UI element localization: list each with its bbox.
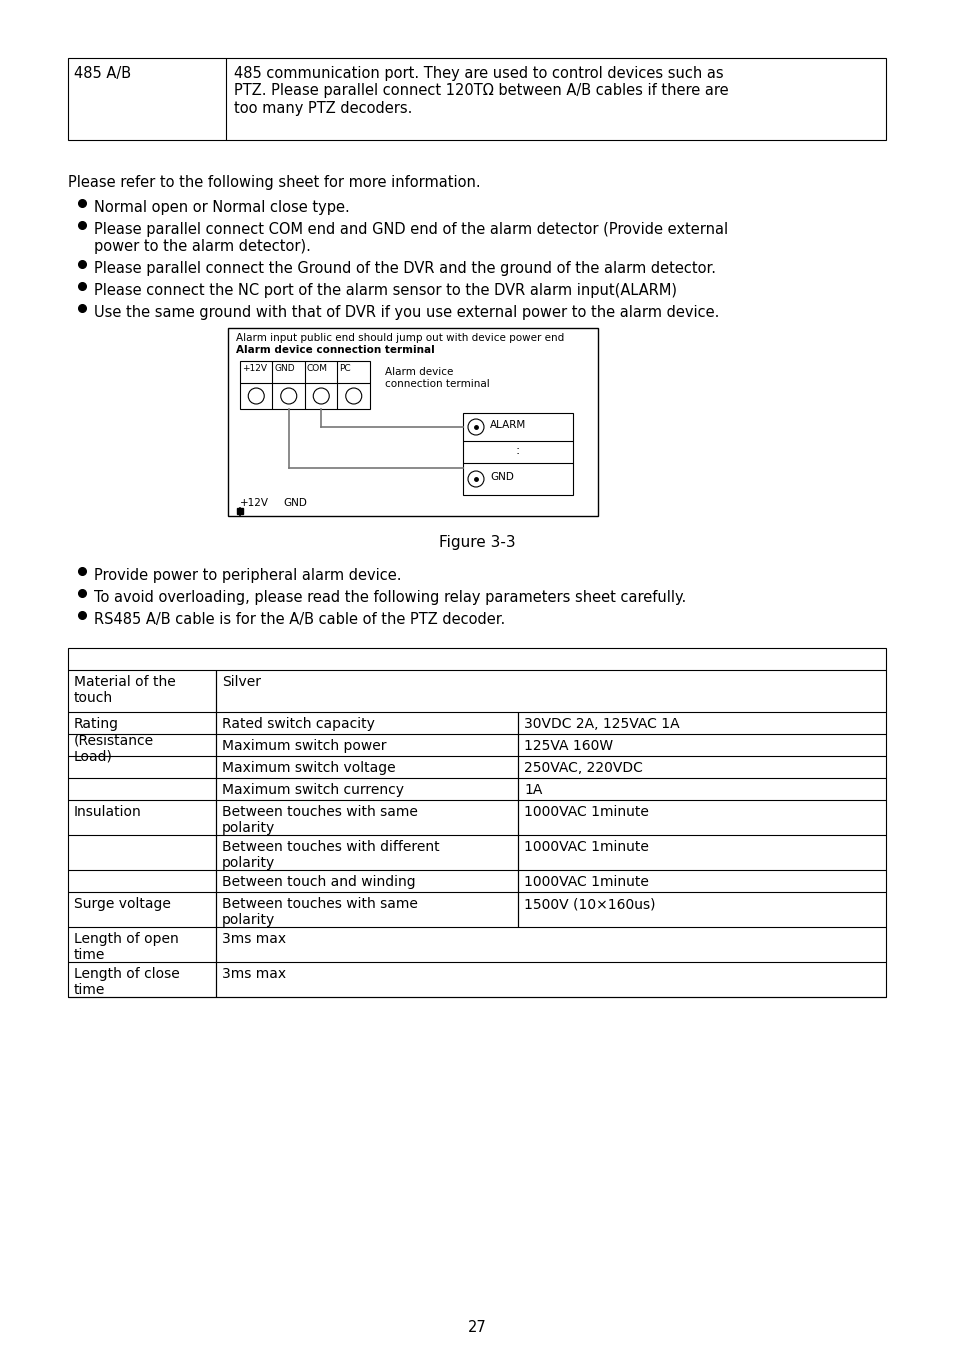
Bar — [68, 58, 885, 140]
Text: :: : — [516, 444, 519, 458]
Text: Alarm device: Alarm device — [385, 367, 453, 377]
Text: 1000VAC 1minute: 1000VAC 1minute — [523, 875, 648, 890]
Text: COM: COM — [307, 364, 328, 373]
Text: GND: GND — [283, 498, 307, 508]
Text: To avoid overloading, please read the following relay parameters sheet carefully: To avoid overloading, please read the fo… — [94, 590, 685, 605]
Text: ALARM: ALARM — [490, 420, 526, 431]
Text: Alarm device connection terminal: Alarm device connection terminal — [235, 346, 435, 355]
Text: 250VAC, 220VDC: 250VAC, 220VDC — [523, 761, 642, 775]
Text: 30VDC 2A, 125VAC 1A: 30VDC 2A, 125VAC 1A — [523, 717, 679, 730]
Bar — [240, 360, 370, 409]
Bar — [462, 413, 573, 495]
Text: Figure 3-3: Figure 3-3 — [438, 535, 515, 549]
Text: Rating
(Resistance
Load): Rating (Resistance Load) — [74, 717, 154, 763]
Text: Silver: Silver — [222, 675, 261, 688]
Text: Length of close
time: Length of close time — [74, 967, 179, 998]
Text: connection terminal: connection terminal — [385, 379, 489, 389]
Text: Use the same ground with that of DVR if you use external power to the alarm devi: Use the same ground with that of DVR if … — [94, 305, 719, 320]
Text: 485 communication port. They are used to control devices such as
PTZ. Please par: 485 communication port. They are used to… — [233, 66, 728, 116]
Bar — [68, 648, 885, 998]
Text: Between touches with same
polarity: Between touches with same polarity — [222, 896, 417, 927]
Text: Maximum switch voltage: Maximum switch voltage — [222, 761, 395, 775]
Text: GND: GND — [274, 364, 294, 373]
Text: 1A: 1A — [523, 783, 542, 796]
Text: Please refer to the following sheet for more information.: Please refer to the following sheet for … — [68, 176, 480, 190]
Text: Please connect the NC port of the alarm sensor to the DVR alarm input(ALARM): Please connect the NC port of the alarm … — [94, 284, 677, 298]
Text: Please parallel connect COM end and GND end of the alarm detector (Provide exter: Please parallel connect COM end and GND … — [94, 221, 727, 238]
Text: Between touches with different
polarity: Between touches with different polarity — [222, 840, 439, 871]
Text: 3ms max: 3ms max — [222, 967, 286, 981]
Text: power to the alarm detector).: power to the alarm detector). — [94, 239, 311, 254]
Text: RS485 A/B cable is for the A/B cable of the PTZ decoder.: RS485 A/B cable is for the A/B cable of … — [94, 612, 505, 626]
Text: +12V: +12V — [240, 498, 269, 508]
Text: Maximum switch currency: Maximum switch currency — [222, 783, 403, 796]
Text: 485 A/B: 485 A/B — [74, 66, 131, 81]
Text: Rated switch capacity: Rated switch capacity — [222, 717, 375, 730]
Text: Normal open or Normal close type.: Normal open or Normal close type. — [94, 200, 350, 215]
Text: 27: 27 — [467, 1320, 486, 1335]
Text: Between touches with same
polarity: Between touches with same polarity — [222, 805, 417, 836]
Text: Please parallel connect the Ground of the DVR and the ground of the alarm detect: Please parallel connect the Ground of th… — [94, 261, 716, 275]
Text: Between touch and winding: Between touch and winding — [222, 875, 416, 890]
Text: 125VA 160W: 125VA 160W — [523, 738, 613, 753]
Text: PC: PC — [339, 364, 351, 373]
Bar — [228, 328, 598, 516]
Text: +12V: +12V — [242, 364, 267, 373]
Text: 1000VAC 1minute: 1000VAC 1minute — [523, 840, 648, 855]
Text: 3ms max: 3ms max — [222, 931, 286, 946]
Text: Insulation: Insulation — [74, 805, 142, 819]
Text: GND: GND — [490, 472, 514, 482]
Text: 1000VAC 1minute: 1000VAC 1minute — [523, 805, 648, 819]
Text: Surge voltage: Surge voltage — [74, 896, 171, 911]
Text: Alarm input public end should jump out with device power end: Alarm input public end should jump out w… — [235, 333, 563, 343]
Text: Length of open
time: Length of open time — [74, 931, 178, 963]
Text: Material of the
touch: Material of the touch — [74, 675, 175, 705]
Text: Provide power to peripheral alarm device.: Provide power to peripheral alarm device… — [94, 568, 401, 583]
Text: Maximum switch power: Maximum switch power — [222, 738, 386, 753]
Text: 1500V (10×160us): 1500V (10×160us) — [523, 896, 655, 911]
